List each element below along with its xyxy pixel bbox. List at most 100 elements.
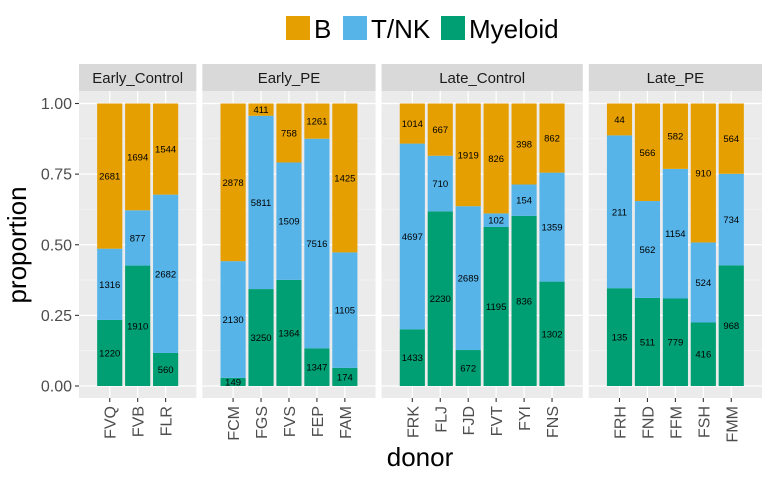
bar-segment-myeloid <box>483 226 509 386</box>
x-tick-label: FMM <box>724 406 741 442</box>
bar-value-label: 3250 <box>250 333 271 344</box>
bar-value-label: 1261 <box>306 117 327 128</box>
bar-value-label: 1302 <box>541 329 562 340</box>
bar-segment-t-nk <box>483 213 509 227</box>
x-tick-label: FRH <box>613 406 630 439</box>
bar-fvs: 1364 1509 758 <box>276 103 302 386</box>
facet-strip <box>79 64 197 91</box>
bar-value-label: 2130 <box>223 315 244 326</box>
facet-late-pe: Late_PE 135 211 44 FRH 511 562 566 FND 779 1154 582… <box>588 64 762 442</box>
bar-value-label: 667 <box>432 125 448 136</box>
bar-value-label: 1347 <box>306 363 327 374</box>
bar-fsh: 416 524 910 <box>690 103 716 386</box>
bar-segment-t-nk <box>634 201 661 298</box>
facet-strip <box>202 64 376 91</box>
legend-label-t-nk: T/NK <box>371 14 431 44</box>
bar-value-label: 836 <box>516 296 532 307</box>
bar-value-label: 2878 <box>223 178 244 189</box>
bar-fam: 174 1105 1425 <box>332 103 358 386</box>
bar-segment-t-nk <box>125 210 151 266</box>
x-tick-label: FRK <box>405 406 422 438</box>
bar-segment-b <box>662 103 688 169</box>
bar-value-label: 862 <box>544 134 560 145</box>
bar-value-label: 968 <box>723 321 739 332</box>
bar-frk: 1433 4697 1014 <box>399 103 425 386</box>
bar-value-label: 910 <box>695 168 711 179</box>
facet-early-control: Early_Control 1220 1316 2681 FVQ 1910 877 1694 F… <box>79 64 197 439</box>
bar-segment-t-nk <box>97 248 123 320</box>
bar-value-label: 7516 <box>306 239 327 250</box>
bar-segment-t-nk <box>455 206 481 351</box>
bar-segment-t-nk <box>539 172 565 282</box>
bar-fyi: 836 154 398 <box>511 103 537 386</box>
bar-segment-myeloid <box>455 350 481 386</box>
y-tick-label: 0.75 <box>41 167 72 184</box>
bar-value-label: 398 <box>516 140 532 151</box>
y-axis-title: proportion <box>2 186 32 303</box>
y-axis: 0.00 0.25 0.50 0.75 1.00 <box>41 96 79 396</box>
bar-value-label: 2681 <box>99 172 120 183</box>
bar-value-label: 564 <box>723 134 739 145</box>
bar-fmm: 968 734 564 <box>718 103 744 386</box>
bar-value-label: 566 <box>640 148 656 159</box>
x-tick-label: FFM <box>668 406 685 439</box>
legend-label-myeloid: Myeloid <box>469 14 559 44</box>
x-tick-label: FLJ <box>433 406 450 433</box>
bar-segment-myeloid <box>399 329 425 386</box>
bar-value-label: 4697 <box>402 232 423 243</box>
bar-segment-t-nk <box>718 173 744 266</box>
bar-segment-t-nk <box>153 194 179 353</box>
bar-flj: 2230 710 667 <box>427 103 453 386</box>
bar-segment-myeloid <box>276 279 302 386</box>
bar-value-label: 734 <box>723 215 739 226</box>
bar-fnd: 511 562 566 <box>634 103 661 386</box>
bar-value-label: 1359 <box>541 223 562 234</box>
x-tick-label: FVQ <box>103 406 120 439</box>
legend: B T/NK Myeloid <box>286 14 559 44</box>
x-tick-label: FLR <box>159 406 176 436</box>
bar-segment-b <box>427 103 453 156</box>
bar-segment-b <box>539 103 565 173</box>
bar-value-label: 779 <box>667 338 683 349</box>
bar-fns: 1302 1359 862 <box>539 103 565 386</box>
bar-value-label: 1544 <box>155 145 176 156</box>
bar-segment-myeloid <box>125 265 151 386</box>
bar-value-label: 211 <box>612 207 627 218</box>
bar-segment-b <box>248 103 274 116</box>
facet-panels: Early_Control 1220 1316 2681 FVQ 1910 877 1694 F… <box>79 64 762 442</box>
facet-strip-label: Late_PE <box>647 70 705 87</box>
facet-early-pe: Early_PE 149 2130 2878 FCM 3250 5811 411 FGS 1364… <box>202 64 376 441</box>
x-tick-label: FEP <box>310 406 327 437</box>
bar-value-label: 2689 <box>458 274 479 285</box>
x-tick-label: FND <box>640 406 657 439</box>
bar-fvq: 1220 1316 2681 <box>97 103 123 386</box>
bar-value-label: 758 <box>281 128 297 139</box>
bar-segment-myeloid <box>606 288 633 386</box>
bar-segment-b <box>455 103 481 207</box>
x-tick-label: FCM <box>226 406 243 441</box>
y-tick-label: 0.00 <box>41 379 72 396</box>
bar-segment-myeloid <box>718 265 744 386</box>
x-tick-label: FSH <box>696 406 713 438</box>
x-tick-label: FJD <box>461 406 478 435</box>
bar-segment-t-nk <box>304 138 330 349</box>
x-tick-label: FNS <box>545 406 562 438</box>
bar-segment-b <box>718 103 744 174</box>
bar-segment-t-nk <box>606 135 633 289</box>
x-tick-label: FVS <box>282 406 299 437</box>
legend-swatch-myeloid <box>441 16 465 40</box>
bar-value-label: 1154 <box>665 229 685 240</box>
bar-segment-t-nk <box>662 168 688 299</box>
bar-segment-myeloid <box>304 348 330 386</box>
bar-fgs: 3250 5811 411 <box>248 103 274 386</box>
facet-strip-label: Late_Control <box>439 70 525 87</box>
bar-fvb: 1910 877 1694 <box>125 103 151 386</box>
x-tick-label: FGS <box>254 406 271 439</box>
bar-value-label: 560 <box>158 365 174 376</box>
x-tick-label: FVT <box>489 406 506 436</box>
bar-value-label: 2682 <box>155 269 176 280</box>
bar-value-label: 511 <box>640 337 655 348</box>
facet-strip <box>381 64 583 91</box>
facet-strip-label: Early_Control <box>92 70 183 87</box>
bar-segment-t-nk <box>690 242 716 323</box>
